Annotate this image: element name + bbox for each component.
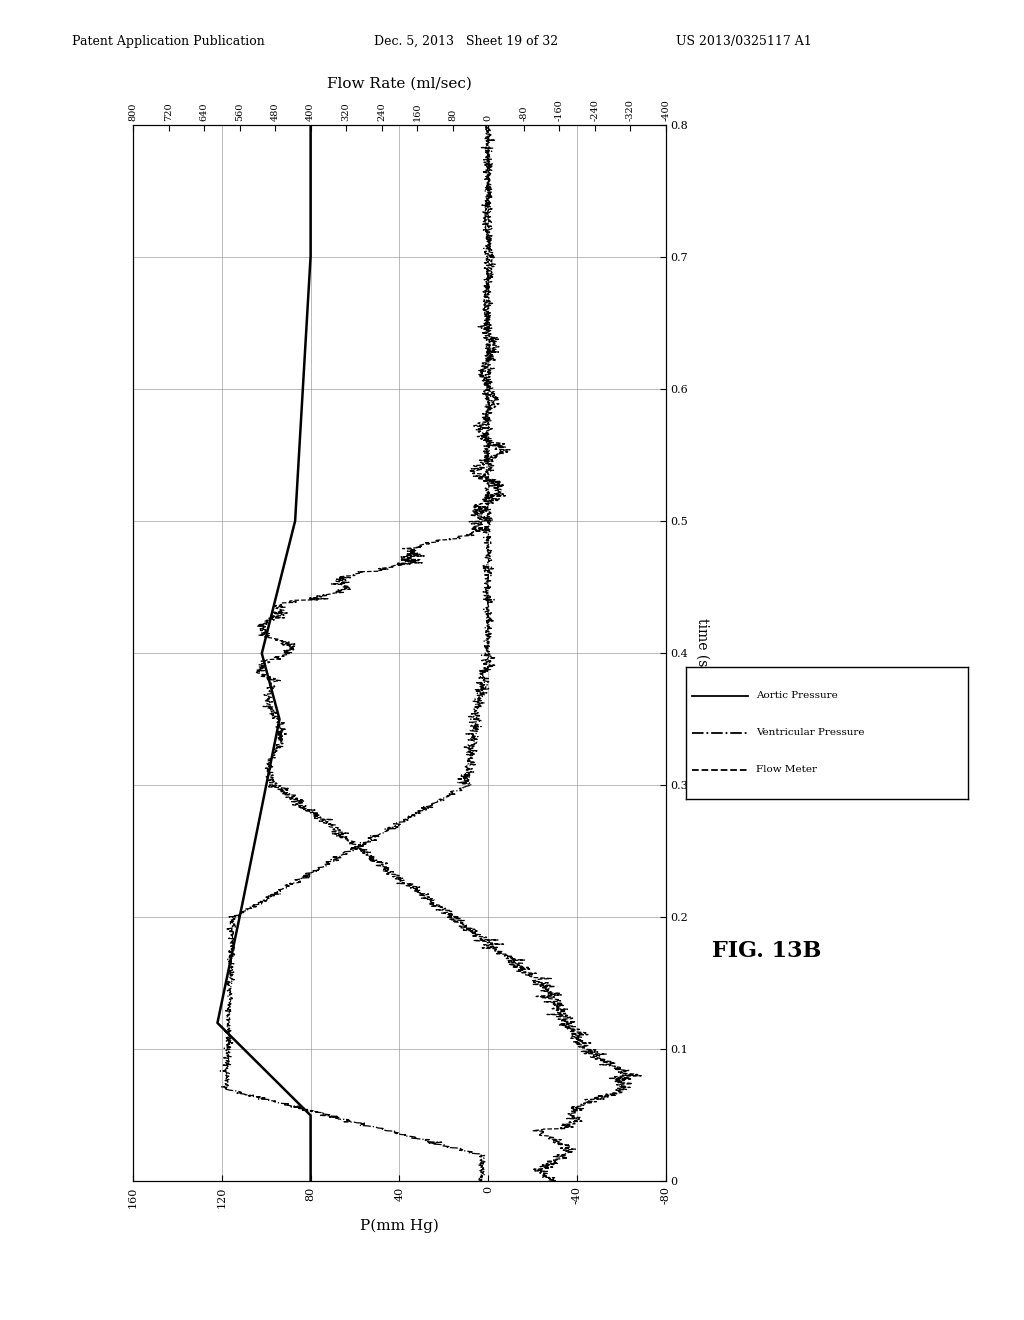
Text: Patent Application Publication: Patent Application Publication (72, 34, 264, 48)
Text: Aortic Pressure: Aortic Pressure (757, 692, 839, 700)
X-axis label: P(mm Hg): P(mm Hg) (359, 1218, 439, 1233)
Text: US 2013/0325117 A1: US 2013/0325117 A1 (676, 34, 812, 48)
Text: FIG. 13B: FIG. 13B (712, 940, 821, 962)
X-axis label: Flow Rate (ml/sec): Flow Rate (ml/sec) (327, 77, 472, 91)
Text: Dec. 5, 2013   Sheet 19 of 32: Dec. 5, 2013 Sheet 19 of 32 (374, 34, 558, 48)
Text: Flow Meter: Flow Meter (757, 766, 817, 774)
Y-axis label: time (sec): time (sec) (695, 619, 709, 688)
Text: Ventricular Pressure: Ventricular Pressure (757, 729, 865, 737)
